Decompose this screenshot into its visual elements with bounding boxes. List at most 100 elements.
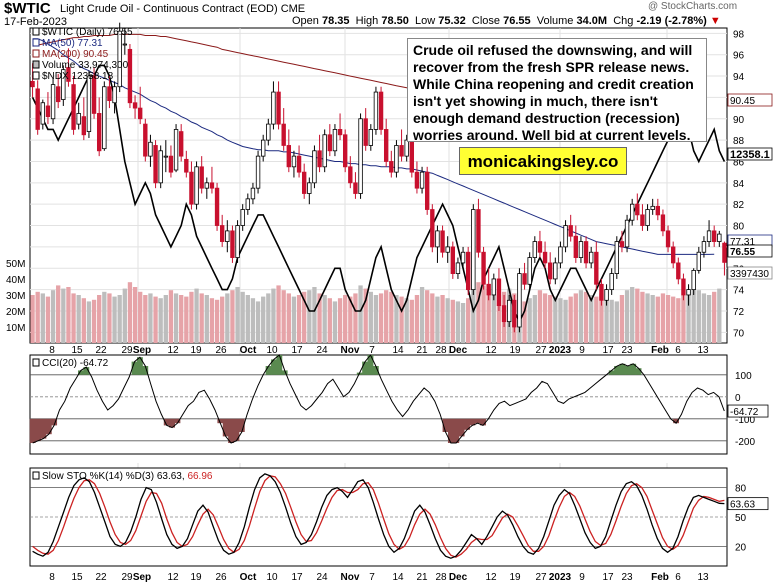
candle-body [665, 230, 671, 248]
candle-body [722, 242, 727, 263]
price-tick-label: 70 [733, 328, 745, 339]
volume-bar [199, 293, 204, 343]
chg-value: -2.19 (-2.78%) [636, 15, 707, 27]
candle-body [307, 182, 312, 194]
price-legend-entry: $NDX 12358.18 [42, 71, 114, 82]
volume-bar [614, 301, 619, 343]
volume-bar [681, 295, 686, 343]
volume-bar [553, 296, 558, 343]
price-tick-label: 88 [733, 136, 745, 147]
candle-body [122, 43, 128, 46]
volume-tick-label: 20M [6, 307, 25, 318]
x-tick-label: 9 [579, 345, 585, 356]
x-tick-label: Feb [651, 345, 669, 356]
price-legend-entry: MA(50) 77.31 [42, 38, 103, 49]
volume-bar [358, 285, 363, 343]
candle-body [681, 278, 686, 296]
x-tick-label: 15 [71, 345, 83, 356]
volume-bar [322, 295, 327, 343]
candle-body [409, 139, 415, 173]
volume-bar [220, 296, 225, 343]
x-tick-label: 13 [697, 572, 709, 583]
volume-bar [409, 299, 414, 343]
candle-body [542, 251, 548, 264]
x-tick-label: 10 [266, 345, 278, 356]
x-tick-label: 12 [167, 572, 179, 583]
candle-body [430, 209, 435, 248]
x-tick-label: 17 [291, 572, 303, 583]
candle-body [127, 48, 133, 104]
volume-bar [35, 291, 40, 343]
volume-bar [471, 288, 476, 343]
volume-bar [609, 299, 614, 343]
volume-bar [337, 298, 343, 343]
candle-body [143, 123, 148, 157]
price-tick-label: 84 [733, 179, 745, 190]
chg-down-arrow-icon: ▼ [709, 15, 721, 27]
volume-bar [440, 295, 445, 343]
candle-body [532, 241, 538, 258]
sto-last-label: 63.63 [730, 500, 755, 511]
line-icon [32, 38, 40, 47]
candle-body [255, 155, 261, 189]
volume-icon [32, 60, 40, 69]
volume-bar [158, 298, 163, 343]
x-tick-label: 19 [509, 572, 521, 583]
volume-bar [214, 299, 220, 343]
candle-body [35, 88, 40, 130]
candle-body [260, 139, 266, 157]
candle-body [219, 225, 225, 242]
open-value: 78.35 [321, 15, 350, 27]
candle-body [235, 225, 240, 258]
high-value: 78.50 [381, 15, 409, 27]
x-tick-label: 8 [49, 345, 55, 356]
candle-body [501, 305, 507, 323]
volume-bar [153, 296, 158, 343]
line-icon [32, 49, 40, 58]
candle-body [676, 262, 681, 280]
volume-bar [491, 293, 496, 343]
candle-body [353, 182, 358, 194]
volume-bar [640, 291, 645, 343]
candle-body [609, 273, 614, 291]
volume-bar [548, 295, 553, 343]
volume-bar [107, 293, 112, 343]
candle-body [471, 209, 476, 291]
x-tick-label: 15 [71, 572, 83, 583]
volume-bar [97, 295, 102, 343]
volume-bar [712, 291, 717, 343]
volume-bar [86, 301, 92, 343]
watermark: @ StockCharts.com [648, 1, 738, 12]
candle-body [363, 118, 368, 146]
candle-body [240, 209, 245, 226]
volume-bar [204, 295, 209, 343]
candle-body [204, 182, 210, 189]
brand-label: monicakingsley.co [459, 147, 627, 175]
candle-body [281, 123, 286, 146]
candle-body [599, 283, 604, 301]
candle-body [619, 241, 625, 248]
candle-body [168, 155, 174, 173]
candle-body [558, 246, 563, 264]
candle-body [96, 113, 102, 152]
volume-bar [645, 293, 650, 343]
volume-bar [394, 295, 399, 343]
x-tick-label: Nov [341, 345, 360, 356]
x-tick-label: 19 [509, 345, 521, 356]
cci-tick-label: -100 [735, 415, 755, 426]
volume-bar [122, 288, 127, 343]
candle-body [660, 214, 666, 232]
candle-body [137, 107, 143, 120]
volume-bar [686, 291, 691, 343]
volume-bar [583, 291, 589, 343]
sto-k-line [32, 473, 725, 559]
candle-body [696, 251, 702, 271]
last-value-box [727, 147, 773, 161]
volume-tick-label: 10M [6, 323, 25, 334]
candle-body [640, 214, 645, 226]
volume-bar [594, 296, 599, 343]
x-tick-label: 24 [316, 572, 328, 583]
volume-bar [650, 295, 655, 343]
candle-body [158, 150, 163, 184]
instrument-subtitle: Light Crude Oil - Continuous Contract (E… [60, 3, 306, 15]
